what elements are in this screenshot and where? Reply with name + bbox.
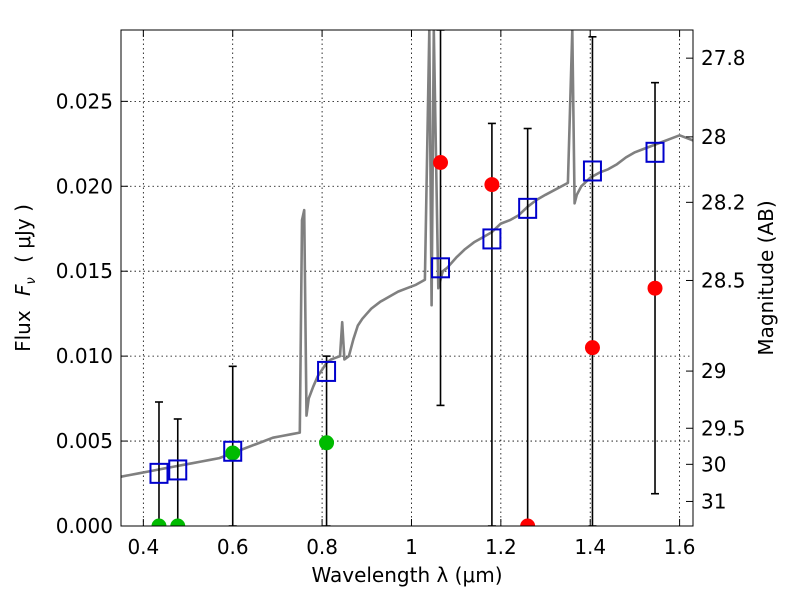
y2-tick-label: 27.8 (701, 46, 746, 70)
x-tick-label: 1.2 (485, 535, 517, 559)
y-tick-label: 0.020 (56, 174, 113, 198)
red-flux-point (520, 518, 536, 526)
green-flux-point (319, 435, 335, 451)
y-tick-label: 0.010 (56, 344, 113, 368)
y-label-symbol: F (11, 284, 35, 296)
red-flux-point (484, 177, 500, 193)
axis-ticks (121, 30, 693, 527)
model-square-point (431, 257, 451, 279)
red-flux-point (584, 340, 600, 356)
x-tick-label: 1 (405, 535, 418, 559)
red-flux-point (433, 154, 449, 170)
green-flux-point (225, 445, 241, 461)
y2-tick-label: 28.5 (701, 268, 746, 292)
svg-text:Flux Fν ( μJy ): Flux Fν ( μJy ) (11, 204, 40, 352)
plot-frame (120, 29, 694, 527)
x-tick-label: 0.4 (127, 535, 159, 559)
model-square-point (168, 459, 188, 481)
plot-area (121, 30, 693, 526)
model-square-point (223, 440, 243, 462)
x-tick-label: 0.8 (306, 535, 338, 559)
y-tick-label: 0.000 (56, 514, 113, 538)
x-tick-label: 0.6 (217, 535, 249, 559)
circle-layer (151, 154, 663, 526)
x-tick-label: 1.6 (664, 535, 696, 559)
green-flux-point (170, 518, 186, 526)
plot-background (121, 30, 693, 526)
model-square-point (518, 197, 538, 219)
green-flux-point (151, 518, 167, 526)
y-tick-label: 0.025 (56, 89, 113, 113)
model-square-point (582, 160, 602, 182)
model-square-point (645, 141, 665, 163)
y-label-subscript: ν (24, 277, 39, 284)
y2-tick-label: 28.2 (701, 190, 746, 214)
y2-tick-label: 30 (701, 452, 726, 476)
x-axis-label: Wavelength λ (μm) (311, 563, 502, 587)
y-axis-label: Flux Fν ( μJy ) (11, 204, 40, 352)
y2-tick-label: 31 (701, 489, 726, 513)
y-label-unit: ( μJy ) (11, 204, 35, 263)
model-square-point (317, 360, 337, 382)
y-tick-label: 0.015 (56, 259, 113, 283)
red-flux-point (647, 280, 663, 296)
y-label-prefix: Flux (11, 310, 35, 352)
model-square-point (149, 462, 169, 484)
square-layer (149, 141, 665, 484)
y2-tick-label: 28 (701, 125, 726, 149)
y-tick-label: 0.005 (56, 429, 113, 453)
model-square-point (482, 228, 502, 250)
tick-labels: 0.4 0.6 0.8 1 1.2 1.4 1.6 0.000 0.005 0.010 0.015 0… (56, 46, 746, 559)
y2-tick-label: 29 (701, 359, 726, 383)
y2-axis-label: Magnitude (AB) (754, 200, 778, 355)
y2-tick-label: 29.5 (701, 416, 746, 440)
x-tick-label: 1.4 (574, 535, 606, 559)
